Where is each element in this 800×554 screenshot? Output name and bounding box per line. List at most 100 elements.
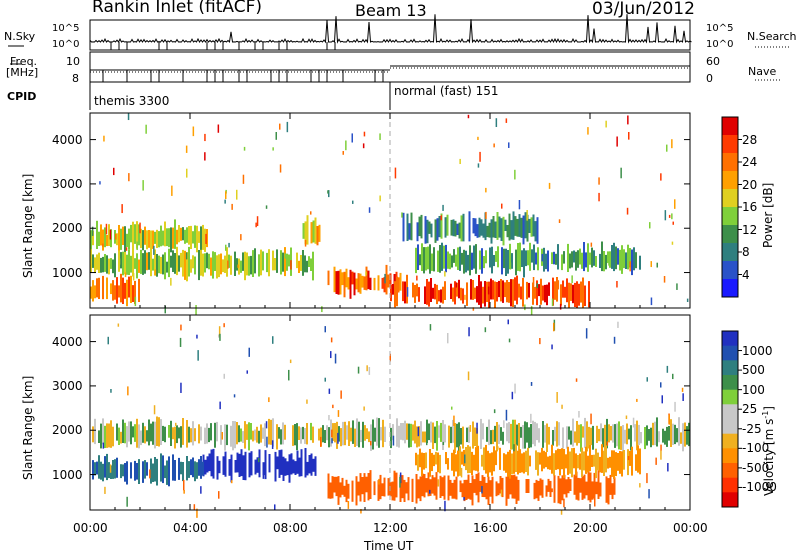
heatmap-cell <box>592 425 594 450</box>
heatmap-speckle <box>170 277 172 286</box>
heatmap-cell <box>372 419 374 450</box>
heatmap-speckle <box>500 489 503 497</box>
heatmap-cell <box>682 423 684 452</box>
colorbar-tick-label: -500 <box>742 460 770 475</box>
heatmap-cell <box>274 258 276 271</box>
heatmap-cell <box>635 454 637 471</box>
heatmap-cell <box>535 479 538 499</box>
heatmap-cell <box>118 225 120 255</box>
colorbar-swatch <box>722 477 738 493</box>
heatmap-cell <box>380 427 382 441</box>
heatmap-cell <box>358 421 360 448</box>
heatmap-cell <box>170 227 172 253</box>
heatmap-cell <box>492 216 495 238</box>
heatmap-cell <box>532 214 535 237</box>
heatmap-cell <box>98 231 100 246</box>
heatmap-cell <box>573 474 576 495</box>
heatmap-cell <box>521 250 523 267</box>
heatmap-speckle <box>460 467 463 478</box>
heatmap-cell <box>94 418 96 445</box>
heatmap-cell <box>482 223 485 238</box>
heatmap-cell <box>465 447 467 471</box>
heatmap-cell <box>302 426 304 440</box>
heatmap-cell <box>619 249 621 271</box>
heatmap-speckle <box>536 283 538 289</box>
colorbar-swatch <box>722 135 738 154</box>
heatmap-cell <box>349 269 352 299</box>
heatmap-cell <box>578 424 580 444</box>
heatmap-cell <box>596 425 598 443</box>
heatmap-cell <box>389 273 392 288</box>
heatmap-cell <box>473 245 475 269</box>
heatmap-cell <box>438 216 441 238</box>
heatmap-speckle <box>102 442 105 449</box>
heatmap-cell <box>536 280 538 306</box>
heatmap-speckle <box>681 387 684 392</box>
heatmap-cell <box>515 444 517 472</box>
axes <box>89 113 691 510</box>
heatmap-cell <box>198 231 200 243</box>
heatmap-cell <box>234 421 236 449</box>
heatmap-cell <box>639 448 641 475</box>
heatmap-cell <box>140 430 142 446</box>
heatmap-cell <box>582 426 584 438</box>
heatmap-speckle <box>551 344 553 350</box>
heatmap-cell <box>146 230 148 250</box>
heatmap-cell <box>555 253 557 265</box>
heatmap-speckle <box>501 203 503 209</box>
heatmap-cell <box>500 427 502 441</box>
heatmap-speckle <box>109 229 112 240</box>
heatmap-cell <box>591 247 593 268</box>
heatmap-speckle <box>134 296 137 307</box>
colorbar-tick-label: -25 <box>742 421 762 436</box>
heatmap-cell <box>96 278 98 298</box>
heatmap-cell <box>425 478 428 493</box>
heatmap-speckle <box>183 479 185 491</box>
heatmap-cell <box>479 480 482 492</box>
heatmap-cell <box>418 216 421 237</box>
heatmap-cell <box>300 449 303 477</box>
heatmap-cell <box>440 289 442 303</box>
heatmap-cell <box>463 249 465 274</box>
heatmap-speckle <box>511 391 514 400</box>
heatmap-cell <box>92 460 94 480</box>
heatmap-cell <box>474 427 476 446</box>
heatmap-cell <box>532 282 534 305</box>
heatmap-cell <box>198 459 200 476</box>
heatmap-speckle <box>484 327 487 333</box>
heatmap-speckle <box>340 390 342 399</box>
heatmap-speckle <box>455 282 458 288</box>
heatmap-cell <box>427 472 430 497</box>
heatmap-cell <box>525 479 528 493</box>
heatmap-speckle <box>105 223 108 235</box>
heatmap-speckle <box>153 245 155 255</box>
heatmap-cell <box>507 473 510 499</box>
heatmap-cell <box>286 461 289 476</box>
heatmap-cell <box>128 276 130 298</box>
heatmap-speckle <box>331 429 333 438</box>
heatmap-cell <box>180 227 182 241</box>
heatmap-cell <box>494 281 496 308</box>
heatmap-cell <box>561 448 563 470</box>
heatmap-speckle <box>183 490 185 494</box>
heatmap-cell <box>326 425 328 441</box>
heatmap-cell <box>618 421 620 450</box>
heatmap-cell <box>475 447 477 471</box>
heatmap-cell <box>112 280 114 301</box>
heatmap-cell <box>304 221 307 245</box>
heatmap-cell <box>476 286 478 303</box>
heatmap-cell <box>461 252 463 265</box>
heatmap-cell <box>571 251 573 268</box>
heatmap-cell <box>102 275 104 300</box>
heatmap-cell <box>126 279 128 307</box>
heatmap-cell <box>180 461 182 475</box>
heatmap-cell <box>612 424 614 443</box>
heatmap-speckle <box>324 326 326 333</box>
colorbar-tick-label: 12 <box>742 222 758 237</box>
heatmap-cell <box>424 431 426 443</box>
heatmap-cell <box>489 480 492 497</box>
colorbar-tick-label: 25 <box>742 402 758 417</box>
heatmap-cell <box>482 286 484 304</box>
heatmap-cell <box>470 279 472 300</box>
heatmap-cell <box>686 426 688 445</box>
